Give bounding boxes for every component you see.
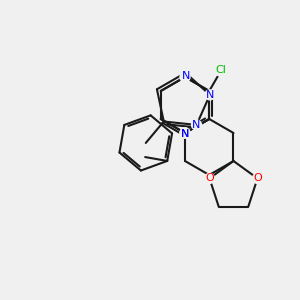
Text: N: N — [182, 71, 190, 81]
Circle shape — [180, 128, 190, 138]
Circle shape — [215, 64, 227, 76]
Circle shape — [180, 128, 190, 138]
Text: O: O — [205, 173, 214, 183]
Text: N: N — [181, 129, 189, 139]
Circle shape — [205, 90, 215, 100]
Circle shape — [253, 173, 262, 183]
Text: N: N — [192, 120, 201, 130]
Circle shape — [205, 173, 214, 183]
Circle shape — [191, 120, 202, 130]
Text: N: N — [206, 90, 214, 100]
Circle shape — [180, 72, 190, 82]
Text: Cl: Cl — [216, 65, 226, 75]
Text: O: O — [253, 173, 262, 183]
Text: N: N — [181, 129, 189, 139]
